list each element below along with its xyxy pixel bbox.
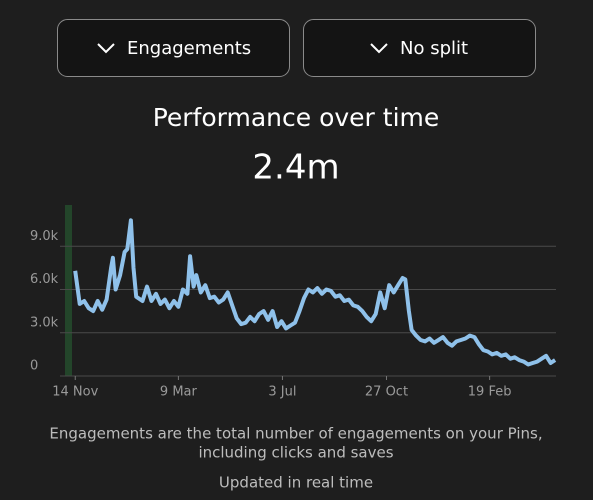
total-value: 2.4m <box>252 148 339 188</box>
y-tick-label: 6.0k <box>30 272 59 287</box>
button-label[interactable]: No split <box>400 38 468 59</box>
chart-title: Performance over time <box>153 103 440 132</box>
footer: Updated in real time <box>219 474 373 492</box>
data-line <box>73 218 557 367</box>
x-tick-label: 19 Feb <box>468 385 512 400</box>
x-tick-label: 9 Mar <box>160 385 198 400</box>
description: Engagements are the total number of enga… <box>49 425 542 443</box>
chevron <box>97 43 115 54</box>
metric-button[interactable] <box>57 19 290 77</box>
chevron <box>370 43 388 54</box>
y-tick-label: 0 <box>30 359 38 374</box>
x-tick-label: 3 Jul <box>268 385 296 400</box>
y-tick-label: 3.0k <box>30 315 59 330</box>
split-button[interactable] <box>303 19 536 77</box>
x-tick-label: 14 Nov <box>52 385 98 400</box>
y-tick-label: 9.0k <box>30 229 59 244</box>
x-tick-label: 27 Oct <box>365 385 408 400</box>
description: including clicks and saves <box>198 444 393 462</box>
highlight-bar <box>65 205 72 376</box>
button-label[interactable]: Engagements <box>127 38 251 59</box>
plot: 0 3.0k 6.0k 9.0k 14 Nov 9 Mar 3 Jul 27 Oct 19 Fe… <box>30 218 557 400</box>
